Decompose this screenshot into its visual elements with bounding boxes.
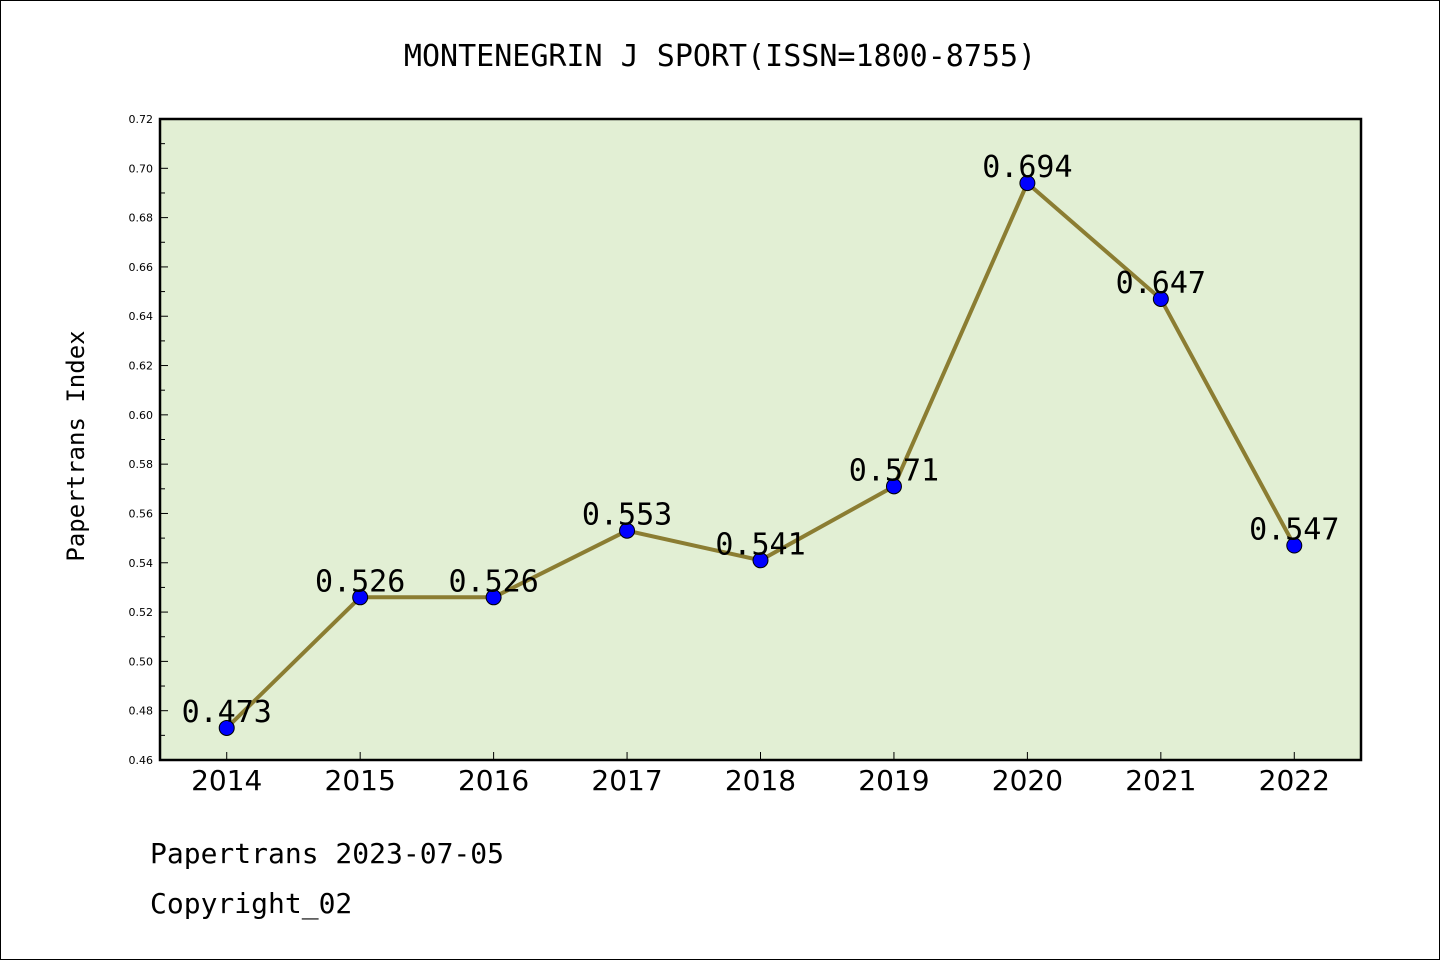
x-tick-label: 2017	[591, 764, 662, 797]
y-tick-label: 0.54	[129, 557, 154, 570]
data-label: 0.526	[315, 564, 405, 599]
chart-title: MONTENEGRIN J SPORT(ISSN=1800-8755)	[404, 39, 1036, 74]
x-tick-label: 2020	[992, 764, 1063, 797]
y-tick-label: 0.56	[129, 507, 154, 520]
y-tick-label: 0.60	[129, 409, 154, 422]
data-point	[1152, 290, 1169, 307]
x-tick-label: 2014	[191, 764, 262, 797]
data-point	[352, 589, 369, 606]
y-axis: 0.46 0.48 0.50 0.52 0.54 0.56 0.58 0.60 0.62 0.64…	[129, 113, 168, 767]
footer-date: Papertrans 2023-07-05	[150, 837, 504, 870]
y-tick-label: 0.66	[129, 261, 154, 274]
data-labels: 0.473 0.526 0.526 0.553 0.541 0.571 0.694 0.647…	[182, 150, 1340, 730]
data-label: 0.553	[582, 498, 672, 533]
data-label: 0.526	[448, 564, 538, 599]
data-point	[218, 719, 235, 736]
data-point	[1019, 175, 1036, 192]
data-point	[1286, 537, 1303, 554]
plot-area	[160, 119, 1361, 760]
y-tick-label: 0.70	[129, 162, 154, 175]
y-tick-label: 0.52	[129, 606, 154, 619]
x-tick-label: 2019	[858, 764, 929, 797]
y-tick-label: 0.50	[129, 655, 154, 668]
y-tick-label: 0.68	[129, 212, 154, 225]
x-tick-label: 2018	[725, 764, 796, 797]
plot-border	[158, 117, 1363, 762]
data-point	[619, 522, 636, 539]
data-point	[752, 552, 769, 569]
data-point	[885, 478, 902, 495]
x-tick-label: 2021	[1125, 764, 1196, 797]
y-tick-label: 0.58	[129, 458, 154, 471]
data-label: 0.694	[982, 150, 1072, 185]
data-label: 0.571	[849, 453, 939, 488]
y-axis-label: Papertrans Index	[62, 330, 90, 561]
x-tick-label: 2015	[325, 764, 396, 797]
x-tick-label: 2022	[1259, 764, 1330, 797]
footer-copyright: Copyright_02	[150, 887, 352, 921]
y-tick-label: 0.64	[129, 310, 154, 323]
y-tick-label: 0.46	[129, 754, 154, 767]
data-label: 0.647	[1116, 266, 1206, 301]
y-tick-label: 0.48	[129, 705, 154, 718]
y-tick-label: 0.72	[129, 113, 154, 126]
x-tick-label: 2016	[458, 764, 529, 797]
data-label: 0.541	[715, 527, 805, 562]
data-label: 0.547	[1249, 513, 1339, 548]
y-tick-label: 0.62	[129, 360, 154, 373]
data-label: 0.473	[182, 695, 272, 730]
x-axis: 2014 2015 2016 2017 2018 2019 2020 2021 2022	[191, 752, 1330, 797]
data-point	[485, 589, 502, 606]
series	[218, 175, 1303, 736]
